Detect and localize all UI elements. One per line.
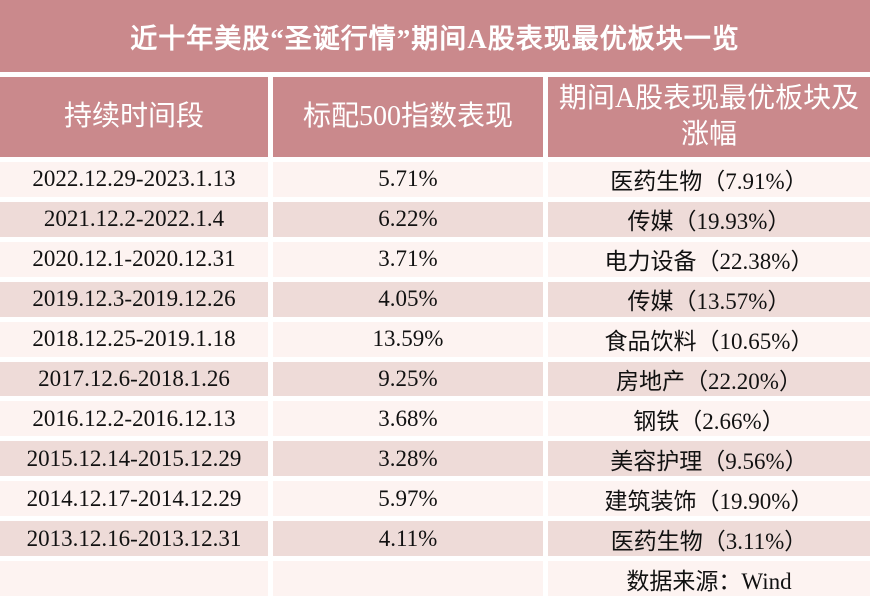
cell-period: 2015.12.14-2015.12.29 <box>0 441 268 477</box>
cell-sp500-performance: 3.68% <box>273 401 543 437</box>
cell-sp500-performance: 5.97% <box>273 481 543 517</box>
column-header-best-sector: 期间A股表现最优板块及涨幅 <box>548 77 870 157</box>
column-header-period: 持续时间段 <box>0 77 268 157</box>
source-note: 数据来源：Wind <box>548 561 870 596</box>
cell-best-sector: 钢铁（2.66%） <box>548 401 870 437</box>
cell-sp500-performance: 5.71% <box>273 162 543 197</box>
cell-best-sector: 传媒（19.93%） <box>548 201 870 237</box>
cell-sp500-performance: 3.71% <box>273 241 543 277</box>
cell-period: 2017.12.6-2018.1.26 <box>0 361 268 397</box>
cell-best-sector: 房地产（22.20%） <box>548 361 870 397</box>
table-title: 近十年美股“圣诞行情”期间A股表现最优板块一览 <box>0 0 870 72</box>
cell-sp500-performance: 6.22% <box>273 201 543 237</box>
cell-sp500-performance: 13.59% <box>273 321 543 357</box>
cell-period: 2013.12.16-2013.12.31 <box>0 521 268 557</box>
cell-best-sector: 传媒（13.57%） <box>548 281 870 317</box>
cell-best-sector: 食品饮料（10.65%） <box>548 321 870 357</box>
cell-period: 2018.12.25-2019.1.18 <box>0 321 268 357</box>
cell-sp500-performance: 4.05% <box>273 281 543 317</box>
column-header-sp500: 标配500指数表现 <box>273 77 543 157</box>
cell-period: 2021.12.2-2022.1.4 <box>0 201 268 237</box>
source-row-empty-2 <box>273 561 543 596</box>
cell-sp500-performance: 4.11% <box>273 521 543 557</box>
cell-sp500-performance: 9.25% <box>273 361 543 397</box>
cell-best-sector: 医药生物（3.11%） <box>548 521 870 557</box>
cell-period: 2020.12.1-2020.12.31 <box>0 241 268 277</box>
cell-period: 2022.12.29-2023.1.13 <box>0 162 268 197</box>
cell-best-sector: 美容护理（9.56%） <box>548 441 870 477</box>
source-row-empty-1 <box>0 561 268 596</box>
cell-best-sector: 建筑装饰（19.90%） <box>548 481 870 517</box>
cell-best-sector: 医药生物（7.91%） <box>548 162 870 197</box>
cell-period: 2019.12.3-2019.12.26 <box>0 281 268 317</box>
cell-period: 2016.12.2-2016.12.13 <box>0 401 268 437</box>
cell-best-sector: 电力设备（22.38%） <box>548 241 870 277</box>
cell-period: 2014.12.17-2014.12.29 <box>0 481 268 517</box>
cell-sp500-performance: 3.28% <box>273 441 543 477</box>
